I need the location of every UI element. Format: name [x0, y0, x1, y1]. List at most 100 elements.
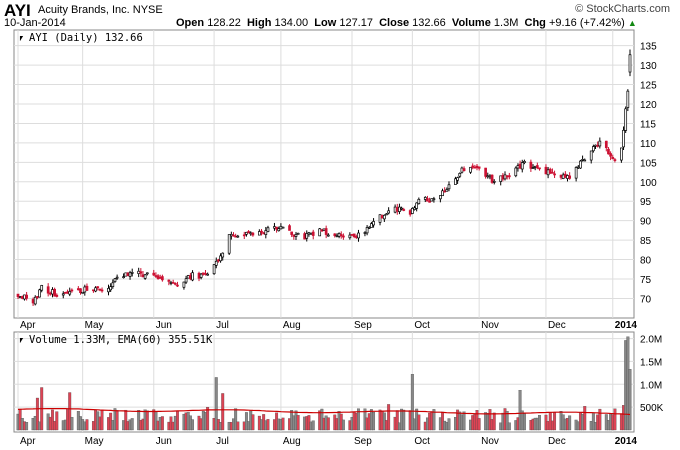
volume-bar	[100, 409, 104, 431]
volume-legend: ⎖ Volume 1.33M, EMA(60) 355.51K	[17, 334, 213, 346]
candle-body	[20, 296, 24, 299]
volume-bar	[296, 415, 300, 431]
candle-body	[245, 231, 248, 235]
candle-body	[339, 234, 343, 237]
candle-body	[122, 276, 125, 279]
candle-body	[365, 227, 369, 234]
candle-body	[607, 148, 610, 155]
candle-body	[609, 153, 612, 157]
volume-bar	[591, 413, 595, 431]
candle-body	[385, 213, 388, 216]
x-tick-label: Sep	[354, 436, 372, 447]
candle-body	[212, 264, 216, 275]
candle-body	[492, 181, 496, 183]
volume-bar	[191, 419, 194, 431]
volume-bar	[311, 420, 315, 431]
price-legend-text: AYI (Daily) 132.66	[29, 32, 143, 44]
candle-body	[520, 162, 524, 170]
quote-summary: Open 128.22 High 134.00 Low 127.17 Close…	[176, 17, 637, 29]
volume-legend-text: Volume 1.33M, EMA(60) 355.51K	[29, 334, 213, 346]
volume-bar	[145, 410, 149, 431]
candle-body	[462, 168, 466, 172]
candle-body	[288, 225, 291, 231]
candle-body	[622, 129, 625, 148]
volume-bar	[505, 411, 509, 431]
candle-body	[294, 233, 298, 237]
candle-body	[64, 291, 67, 294]
volume-bar	[266, 419, 270, 431]
candle-body	[357, 232, 360, 239]
volume-bar	[251, 414, 255, 431]
candle-body	[251, 232, 255, 236]
price-legend-icon: ⎖	[17, 32, 25, 44]
candle-body	[16, 293, 20, 297]
candle-body	[367, 227, 371, 229]
candle-body	[576, 166, 580, 169]
candle-body	[382, 214, 386, 220]
candle-body	[161, 276, 164, 281]
candle-body	[551, 171, 554, 174]
candle-body	[247, 231, 250, 234]
candle-body	[432, 198, 436, 201]
candle-body	[333, 233, 337, 236]
candle-body	[128, 272, 132, 277]
candle-body	[38, 289, 41, 298]
candle-body	[273, 226, 276, 229]
low-value: 127.17	[339, 17, 373, 29]
exchange-label: NYSE	[132, 4, 163, 16]
candle-body	[611, 156, 615, 159]
x-tick-label: Apr	[20, 320, 36, 331]
volume-bar	[176, 410, 179, 431]
close-label: Close	[379, 17, 410, 29]
candle-body	[499, 175, 503, 182]
volume-bar	[206, 406, 210, 431]
candle-body	[473, 166, 477, 169]
open-value: 128.22	[207, 17, 241, 29]
stockcharts-credit[interactable]: © StockCharts.com	[575, 3, 670, 15]
candle-body	[372, 221, 375, 226]
candle-body	[324, 228, 328, 235]
candle-body	[305, 233, 309, 239]
candle-body	[139, 271, 143, 274]
candle-body	[206, 273, 209, 276]
candle-body	[307, 232, 311, 235]
candle-body	[531, 167, 535, 169]
volume-bar	[281, 417, 285, 431]
candle-body	[402, 209, 406, 211]
volume-bar	[236, 421, 240, 431]
volume-bar	[55, 411, 59, 431]
ticker-symbol: AYI	[4, 1, 31, 20]
candle-body	[23, 294, 26, 300]
candle-body	[538, 167, 541, 170]
candle-body	[184, 278, 188, 283]
candle-body	[505, 175, 509, 178]
candle-body	[76, 288, 80, 291]
candle-body	[234, 235, 237, 238]
candle-body	[25, 294, 28, 299]
x-tick-label: 2014	[615, 436, 638, 447]
candle-body	[156, 275, 160, 279]
volume-bar	[613, 408, 617, 431]
candle-body	[290, 231, 294, 235]
candle-body	[535, 165, 539, 169]
candle-body	[439, 195, 442, 200]
candle-body	[475, 165, 479, 168]
candle-body	[447, 184, 451, 190]
volume-bar	[432, 409, 436, 431]
candle-body	[514, 167, 518, 177]
close-value: 132.66	[412, 17, 446, 29]
volume-bar	[598, 408, 602, 431]
candle-body	[186, 275, 190, 279]
candle-body	[518, 163, 522, 169]
candle-body	[109, 286, 113, 291]
candle-body	[443, 190, 447, 193]
candle-body	[137, 270, 141, 274]
price-tick-label: 70	[640, 294, 652, 305]
volume-bar	[462, 411, 466, 431]
candle-body	[115, 276, 119, 279]
candle-body	[579, 160, 582, 169]
candle-body	[337, 233, 341, 237]
price-tick-label: 80	[640, 256, 652, 267]
candle-body	[232, 234, 235, 237]
candle-body	[458, 173, 462, 177]
